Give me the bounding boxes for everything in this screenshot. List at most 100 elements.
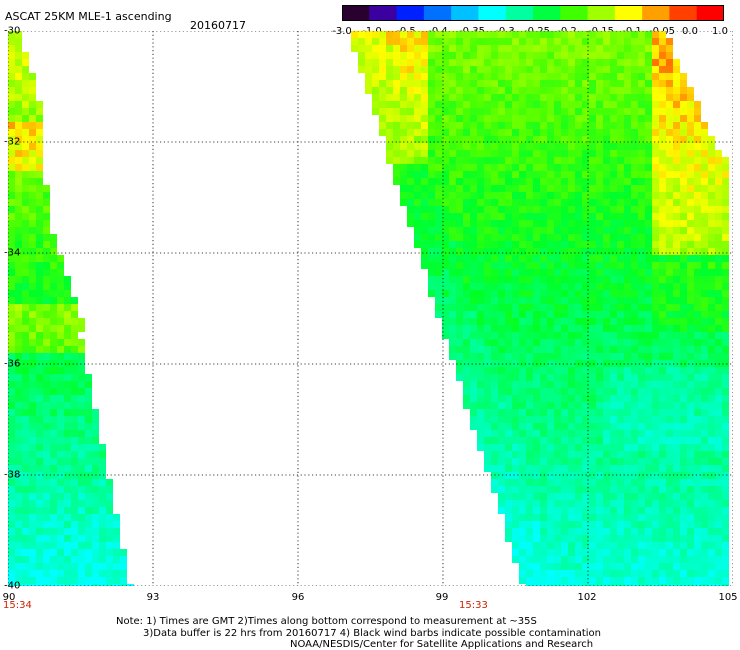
swath-cell (519, 437, 526, 444)
swath-cell (8, 255, 15, 262)
swath-cell (694, 276, 701, 283)
swath-cell (610, 108, 617, 115)
swath-cell (624, 283, 631, 290)
swath-cell (610, 115, 617, 122)
swath-cell (638, 178, 645, 185)
swath-cell (15, 472, 22, 479)
swath-cell (624, 115, 631, 122)
swath-cell (722, 269, 729, 276)
swath-cell (519, 157, 526, 164)
swath-cell (694, 416, 701, 423)
swath-cell (701, 136, 708, 143)
swath-cell (22, 66, 29, 73)
swath-cell (722, 437, 729, 444)
swath-cell (484, 458, 491, 465)
swath-cell (99, 570, 106, 577)
swath-cell (64, 472, 71, 479)
swath-cell (512, 402, 519, 409)
swath-cell (36, 136, 43, 143)
swath-cell (694, 479, 701, 486)
swath-cell (29, 311, 36, 318)
swath-cell (687, 164, 694, 171)
swath-cell (631, 549, 638, 556)
swath-cell (603, 437, 610, 444)
swath-cell (694, 220, 701, 227)
swath-cell (92, 444, 99, 451)
swath-cell (673, 157, 680, 164)
swath-cell (666, 94, 673, 101)
swath-cell (526, 136, 533, 143)
swath-cell (428, 38, 435, 45)
swath-cell (477, 122, 484, 129)
swath-cell (596, 465, 603, 472)
swath-cell (652, 353, 659, 360)
swath-cell (78, 514, 85, 521)
swath-cell (638, 269, 645, 276)
swath-cell (547, 472, 554, 479)
swath-cell (554, 556, 561, 563)
swath-cell (673, 234, 680, 241)
swath-cell (400, 122, 407, 129)
swath-cell (442, 45, 449, 52)
swath-cell (680, 416, 687, 423)
swath-cell (687, 283, 694, 290)
swath-cell (645, 353, 652, 360)
swath-cell (673, 115, 680, 122)
swath-cell (645, 45, 652, 52)
swath-cell (519, 38, 526, 45)
swath-cell (617, 59, 624, 66)
swath-cell (624, 248, 631, 255)
swath-cell (715, 283, 722, 290)
swath-cell (554, 507, 561, 514)
swath-cell (512, 87, 519, 94)
swath-cell (484, 416, 491, 423)
swath-cell (540, 115, 547, 122)
swath-cell (617, 241, 624, 248)
swath-cell (29, 213, 36, 220)
swath-cell (449, 241, 456, 248)
swath-cell (673, 185, 680, 192)
swath-cell (365, 38, 372, 45)
swath-cell (85, 409, 92, 416)
swath-cell (554, 276, 561, 283)
swath-cell (29, 220, 36, 227)
swath-cell (561, 451, 568, 458)
swath-cell (666, 59, 673, 66)
swath-cell (687, 584, 694, 586)
swath-cell (603, 388, 610, 395)
swath-cell (568, 360, 575, 367)
swath-cell (428, 199, 435, 206)
swath-cell (624, 255, 631, 262)
swath-cell (50, 458, 57, 465)
swath-cell (547, 430, 554, 437)
swath-cell (15, 206, 22, 213)
swath-cell (428, 234, 435, 241)
swath-cell (610, 66, 617, 73)
swath-cell (463, 269, 470, 276)
swath-cell (722, 283, 729, 290)
swath-cell (701, 528, 708, 535)
swath-cell (568, 290, 575, 297)
swath-cell (15, 563, 22, 570)
swath-cell (603, 451, 610, 458)
swath-cell (547, 178, 554, 185)
swath-cell (29, 521, 36, 528)
swath-cell (680, 381, 687, 388)
swath-cell (624, 430, 631, 437)
swath-cell (456, 297, 463, 304)
swath-cell (442, 52, 449, 59)
swath-cell (57, 535, 64, 542)
swath-cell (638, 185, 645, 192)
swath-cell (582, 381, 589, 388)
swath-cell (43, 332, 50, 339)
swath-cell (400, 73, 407, 80)
swath-cell (449, 311, 456, 318)
swath-cell (694, 535, 701, 542)
swath-cell (659, 87, 666, 94)
swath-cell (386, 87, 393, 94)
swath-cell (568, 563, 575, 570)
swath-cell (547, 388, 554, 395)
swath-cell (596, 178, 603, 185)
swath-cell (589, 59, 596, 66)
swath-cell (526, 185, 533, 192)
